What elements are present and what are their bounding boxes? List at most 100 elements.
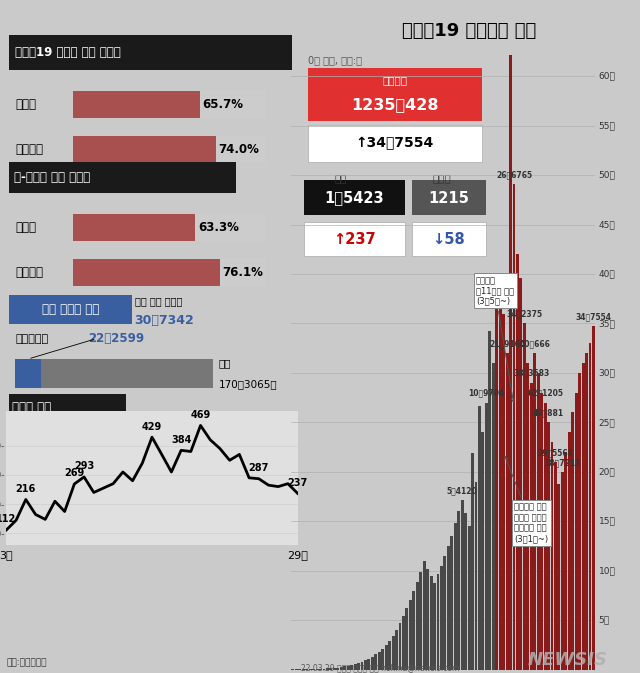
Text: 누적확진: 누적확진: [382, 75, 408, 85]
Bar: [592, 326, 595, 670]
Bar: [412, 592, 415, 670]
Bar: [381, 649, 384, 670]
Bar: [447, 546, 450, 670]
Bar: [399, 623, 401, 670]
Bar: [451, 536, 453, 670]
Text: 재택 치료자 현황: 재택 치료자 현황: [42, 304, 99, 316]
Bar: [526, 363, 529, 670]
Bar: [495, 290, 498, 670]
Text: 30만: 30만: [598, 368, 616, 378]
Bar: [540, 392, 543, 670]
Bar: [330, 668, 332, 670]
FancyBboxPatch shape: [412, 180, 486, 215]
Text: 0시 기준, 단위:명: 0시 기준, 단위:명: [307, 55, 362, 65]
Bar: [319, 669, 322, 670]
Text: 429: 429: [142, 421, 162, 431]
Text: 65.7%: 65.7%: [202, 98, 244, 111]
Text: 49만881: 49만881: [533, 409, 564, 417]
Bar: [350, 665, 353, 670]
Bar: [474, 482, 477, 670]
Text: NEWSIS: NEWSIS: [528, 651, 608, 668]
FancyBboxPatch shape: [74, 260, 266, 286]
Bar: [364, 660, 367, 670]
Bar: [323, 668, 326, 670]
Bar: [537, 373, 540, 670]
FancyBboxPatch shape: [10, 295, 132, 324]
Bar: [406, 608, 408, 670]
FancyBboxPatch shape: [15, 359, 41, 388]
Bar: [513, 184, 515, 670]
Text: 영업시간
밤11시로 연장
(3월5일~): 영업시간 밤11시로 연장 (3월5일~): [476, 276, 515, 402]
Text: 1235만428: 1235만428: [351, 97, 438, 112]
FancyBboxPatch shape: [74, 137, 216, 163]
Bar: [444, 556, 446, 670]
Bar: [454, 523, 457, 670]
Bar: [471, 453, 474, 670]
Text: ↓58: ↓58: [432, 232, 465, 247]
Bar: [388, 641, 391, 670]
Bar: [589, 343, 591, 670]
Bar: [333, 668, 336, 670]
Text: 5만: 5만: [598, 616, 610, 625]
Text: 112: 112: [0, 514, 17, 524]
Bar: [468, 526, 470, 670]
Text: 준-중환자 병상 가동률: 준-중환자 병상 가동률: [14, 171, 90, 184]
FancyBboxPatch shape: [74, 91, 200, 118]
Text: 자료:질병관리청: 자료:질병관리청: [6, 659, 47, 668]
Text: 55만: 55만: [598, 121, 616, 130]
Text: 76.1%: 76.1%: [223, 267, 264, 279]
Text: 코로나19 위중증 병상 가동률: 코로나19 위중증 병상 가동률: [15, 46, 121, 59]
Bar: [464, 513, 467, 670]
Text: 384: 384: [171, 435, 191, 445]
Text: 40만: 40만: [598, 269, 616, 279]
Text: 30만7342: 30만7342: [134, 314, 195, 326]
Text: 20만: 20만: [598, 467, 616, 476]
Bar: [371, 657, 374, 670]
Text: 신규 재택 치료자: 신규 재택 치료자: [134, 297, 182, 307]
Text: 40만666: 40만666: [519, 339, 550, 348]
FancyBboxPatch shape: [74, 214, 266, 241]
Text: 62만1205: 62만1205: [527, 388, 563, 398]
Bar: [308, 669, 312, 670]
Bar: [564, 452, 567, 670]
Text: 237: 237: [287, 478, 308, 488]
Bar: [492, 363, 495, 670]
FancyBboxPatch shape: [412, 221, 486, 256]
Text: 10만9704: 10만9704: [468, 388, 504, 398]
Bar: [316, 669, 319, 670]
Bar: [357, 663, 360, 670]
Bar: [378, 652, 381, 670]
Bar: [478, 406, 481, 670]
FancyBboxPatch shape: [10, 35, 292, 69]
Bar: [426, 569, 429, 670]
Text: 60만: 60만: [598, 71, 616, 81]
Bar: [554, 462, 557, 670]
Bar: [337, 668, 339, 670]
Bar: [530, 383, 532, 670]
Bar: [423, 561, 426, 670]
Bar: [326, 668, 329, 670]
Text: 293: 293: [74, 462, 94, 471]
FancyBboxPatch shape: [74, 260, 220, 286]
Bar: [385, 645, 388, 670]
FancyBboxPatch shape: [304, 221, 405, 256]
Text: ↑34만7554: ↑34만7554: [356, 137, 434, 151]
Text: 287: 287: [248, 463, 269, 473]
FancyBboxPatch shape: [307, 125, 483, 162]
Text: 집중관리군: 집중관리군: [15, 334, 48, 343]
Bar: [516, 254, 519, 670]
Text: 비수도권: 비수도권: [15, 143, 43, 156]
Text: 45만: 45만: [598, 220, 616, 229]
Text: 수도권: 수도권: [15, 221, 36, 234]
Text: 10만: 10만: [598, 566, 616, 575]
FancyBboxPatch shape: [74, 214, 195, 241]
Bar: [585, 353, 588, 670]
Text: 74.0%: 74.0%: [218, 143, 259, 156]
Text: 사망: 사망: [335, 174, 348, 184]
Bar: [506, 353, 509, 670]
Text: 34만7554: 34만7554: [575, 312, 611, 321]
Text: 5만4120: 5만4120: [447, 487, 477, 495]
Text: 269: 269: [64, 468, 84, 479]
Bar: [392, 636, 395, 670]
Text: 170만3065명: 170만3065명: [219, 379, 278, 389]
